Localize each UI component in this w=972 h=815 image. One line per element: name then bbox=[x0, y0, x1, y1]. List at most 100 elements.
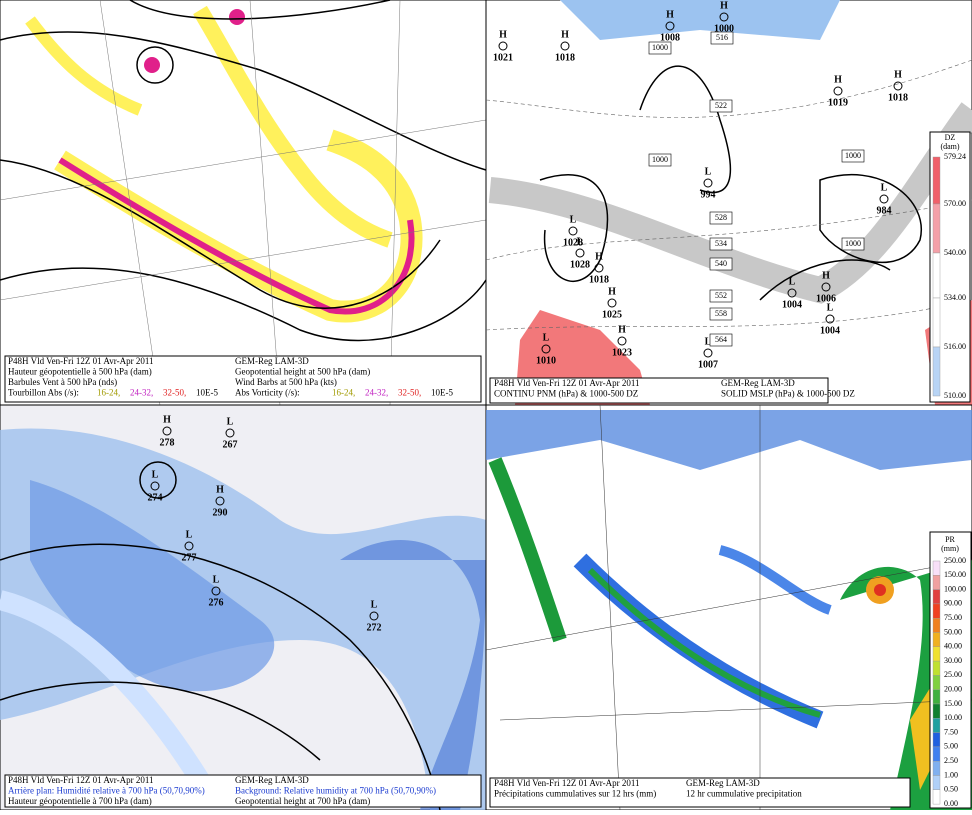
panel-700hpa bbox=[0, 404, 487, 811]
colorbar-swatch bbox=[932, 675, 941, 690]
colorbar-label: 0.50 bbox=[944, 785, 958, 794]
pressure-center-kind: H bbox=[834, 74, 842, 85]
caption-left: P48H Vld Ven-Fri 12Z 01 Avr-Apr 2011 bbox=[8, 775, 154, 785]
colorbar-label: 5.00 bbox=[944, 742, 958, 751]
vorticity-range: 32-50, bbox=[163, 388, 186, 398]
contour-label: 558 bbox=[715, 309, 727, 318]
caption-left: P48H Vld Ven-Fri 12Z 01 Avr-Apr 2011 bbox=[494, 778, 640, 788]
pressure-center-marker bbox=[719, 12, 729, 22]
colorbar-swatch bbox=[932, 632, 941, 648]
colorbar-swatch bbox=[932, 646, 941, 662]
colorbar-swatch bbox=[932, 203, 941, 254]
pressure-center-value: 267 bbox=[223, 439, 238, 450]
pressure-center-marker bbox=[879, 194, 889, 204]
colorbar-label: 15.00 bbox=[944, 699, 962, 708]
caption-left: Hauteur géopotentielle à 700 hPa (dam) bbox=[8, 796, 152, 806]
colorbar-unit: (dam) bbox=[940, 142, 959, 151]
contour-label-box bbox=[710, 31, 734, 45]
caption-right: SOLID MSLP (hPa) & 1000-500 DZ bbox=[721, 389, 855, 399]
colorbar-label: 20.00 bbox=[944, 685, 962, 694]
colorbar-swatch bbox=[932, 746, 941, 762]
colorbar-swatch bbox=[932, 732, 941, 748]
pressure-center-value: 1010 bbox=[536, 355, 556, 366]
contour-label: 1000 bbox=[845, 151, 861, 160]
colorbar-title: DZ bbox=[945, 133, 956, 142]
caption-right: Wind Barbs at 500 hPa (kts) bbox=[235, 377, 337, 387]
pressure-center-kind: L bbox=[371, 599, 378, 610]
pressure-center-marker bbox=[568, 226, 578, 236]
caption-left: P48H Vld Ven-Fri 12Z 01 Avr-Apr 2011 bbox=[494, 378, 640, 388]
contour-label-box bbox=[648, 153, 672, 167]
colorbar-swatch bbox=[932, 156, 941, 205]
pressure-center-kind: L bbox=[705, 336, 712, 347]
colorbar-label: 2.50 bbox=[944, 756, 958, 765]
colorbar-label: 250.00 bbox=[944, 556, 966, 565]
pressure-center-kind: H bbox=[163, 414, 171, 425]
colorbar-label: 1.00 bbox=[944, 770, 958, 779]
contour-label: 516 bbox=[716, 33, 728, 42]
pressure-center-kind: L bbox=[789, 276, 796, 287]
caption-left: Barbules Vent à 500 hPa (nds) bbox=[8, 377, 117, 387]
contour-label: 552 bbox=[715, 291, 727, 300]
contour-label-box bbox=[709, 237, 733, 251]
colorbar-label: 570.00 bbox=[944, 199, 966, 208]
pressure-center-value: 1006 bbox=[816, 293, 836, 304]
colorbar-swatch bbox=[932, 718, 941, 733]
pressure-center-value: 277 bbox=[182, 552, 197, 563]
colorbar-swatch bbox=[932, 297, 941, 348]
contour-label-box bbox=[709, 211, 733, 225]
pressure-center-value: 290 bbox=[213, 507, 228, 518]
pressure-center-kind: H bbox=[499, 29, 507, 40]
pressure-center-marker bbox=[560, 41, 570, 51]
colorbar-label: 510.00 bbox=[944, 391, 966, 400]
caption-left: Hauteur géopotentielle à 500 hPa (dam) bbox=[8, 367, 152, 377]
pressure-center-kind: H bbox=[822, 270, 830, 281]
pressure-center-kind: H bbox=[595, 251, 603, 262]
pressure-center-value: 1023 bbox=[612, 347, 632, 358]
caption-left: P48H Vld Ven-Fri 12Z 01 Avr-Apr 2011 bbox=[8, 356, 154, 366]
pressure-center-marker bbox=[825, 314, 835, 324]
caption-right: GEM-Reg LAM-3D bbox=[235, 775, 309, 785]
pressure-center-value: 1018 bbox=[888, 92, 908, 103]
caption-right: Background: Relative humidity at 700 hPa… bbox=[235, 786, 436, 796]
colorbar-label: 150.00 bbox=[944, 570, 966, 579]
contour-label: 1000 bbox=[845, 239, 861, 248]
colorbar-label: 516.00 bbox=[944, 342, 966, 351]
vorticity-range: 10E-5 bbox=[196, 388, 218, 398]
caption-right: Abs Vorticity (/s): bbox=[235, 388, 300, 398]
pressure-center-marker bbox=[594, 263, 604, 273]
colorbar-swatch bbox=[932, 346, 941, 397]
contour-label: 528 bbox=[715, 213, 727, 222]
caption-left: CONTINU PNM (hPa) & 1000-500 DZ bbox=[494, 389, 638, 399]
pressure-center-kind: H bbox=[894, 69, 902, 80]
vorticity-range: 32-50, bbox=[398, 388, 421, 398]
pressure-center-kind: L bbox=[705, 166, 712, 177]
contour-label: 540 bbox=[715, 259, 727, 268]
pressure-center-value: 1007 bbox=[698, 359, 718, 370]
colorbar-swatch bbox=[932, 603, 941, 619]
pressure-center-kind: L bbox=[827, 302, 834, 313]
pressure-center-kind: H bbox=[666, 9, 674, 20]
colorbar-swatch bbox=[932, 660, 941, 676]
colorbar-unit: (mm) bbox=[941, 544, 959, 553]
pressure-center-value: 1008 bbox=[660, 32, 680, 43]
pressure-center-kind: L bbox=[570, 214, 577, 225]
pressure-center-marker bbox=[703, 178, 713, 188]
pressure-center-marker bbox=[703, 348, 713, 358]
pressure-center-marker bbox=[184, 541, 194, 551]
pressure-center-kind: L bbox=[577, 236, 584, 247]
pressure-center-marker bbox=[665, 21, 675, 31]
vorticity-range: 16-24, bbox=[332, 388, 355, 398]
pressure-center-kind: H bbox=[216, 484, 224, 495]
pressure-center-kind: H bbox=[720, 0, 728, 11]
colorbar-label: 7.50 bbox=[944, 727, 958, 736]
colorbar-label: 50.00 bbox=[944, 627, 962, 636]
colorbar-swatch bbox=[932, 589, 941, 605]
colorbar-swatch bbox=[932, 618, 941, 633]
colorbar-swatch bbox=[932, 789, 941, 805]
colorbar-swatch bbox=[932, 703, 941, 719]
pressure-center-value: 1004 bbox=[782, 299, 802, 310]
pressure-center-kind: H bbox=[618, 324, 626, 335]
